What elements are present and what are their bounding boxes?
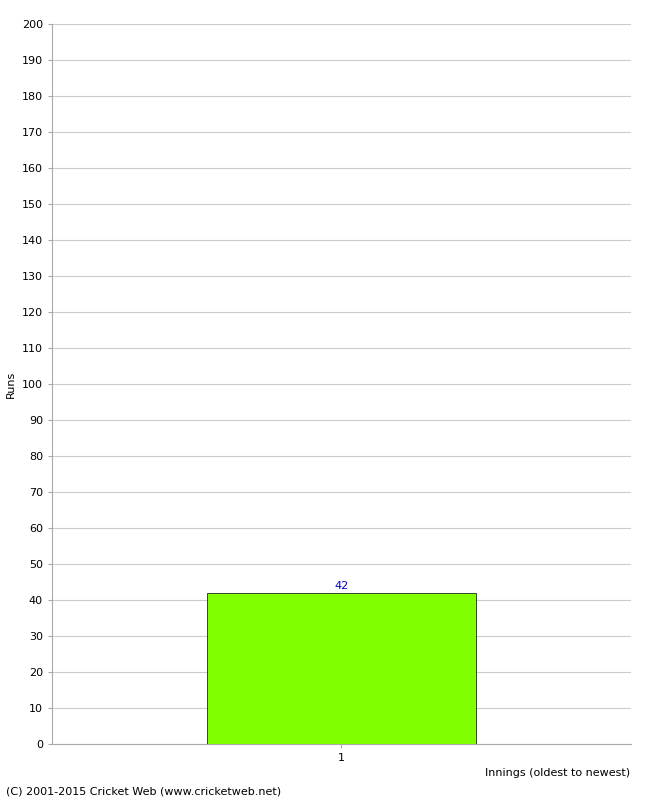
Bar: [207, 593, 476, 744]
Text: 42: 42: [334, 581, 348, 591]
Text: (C) 2001-2015 Cricket Web (www.cricketweb.net): (C) 2001-2015 Cricket Web (www.cricketwe…: [6, 786, 281, 796]
Y-axis label: Runs: Runs: [6, 370, 16, 398]
Text: Innings (oldest to newest): Innings (oldest to newest): [486, 768, 630, 778]
